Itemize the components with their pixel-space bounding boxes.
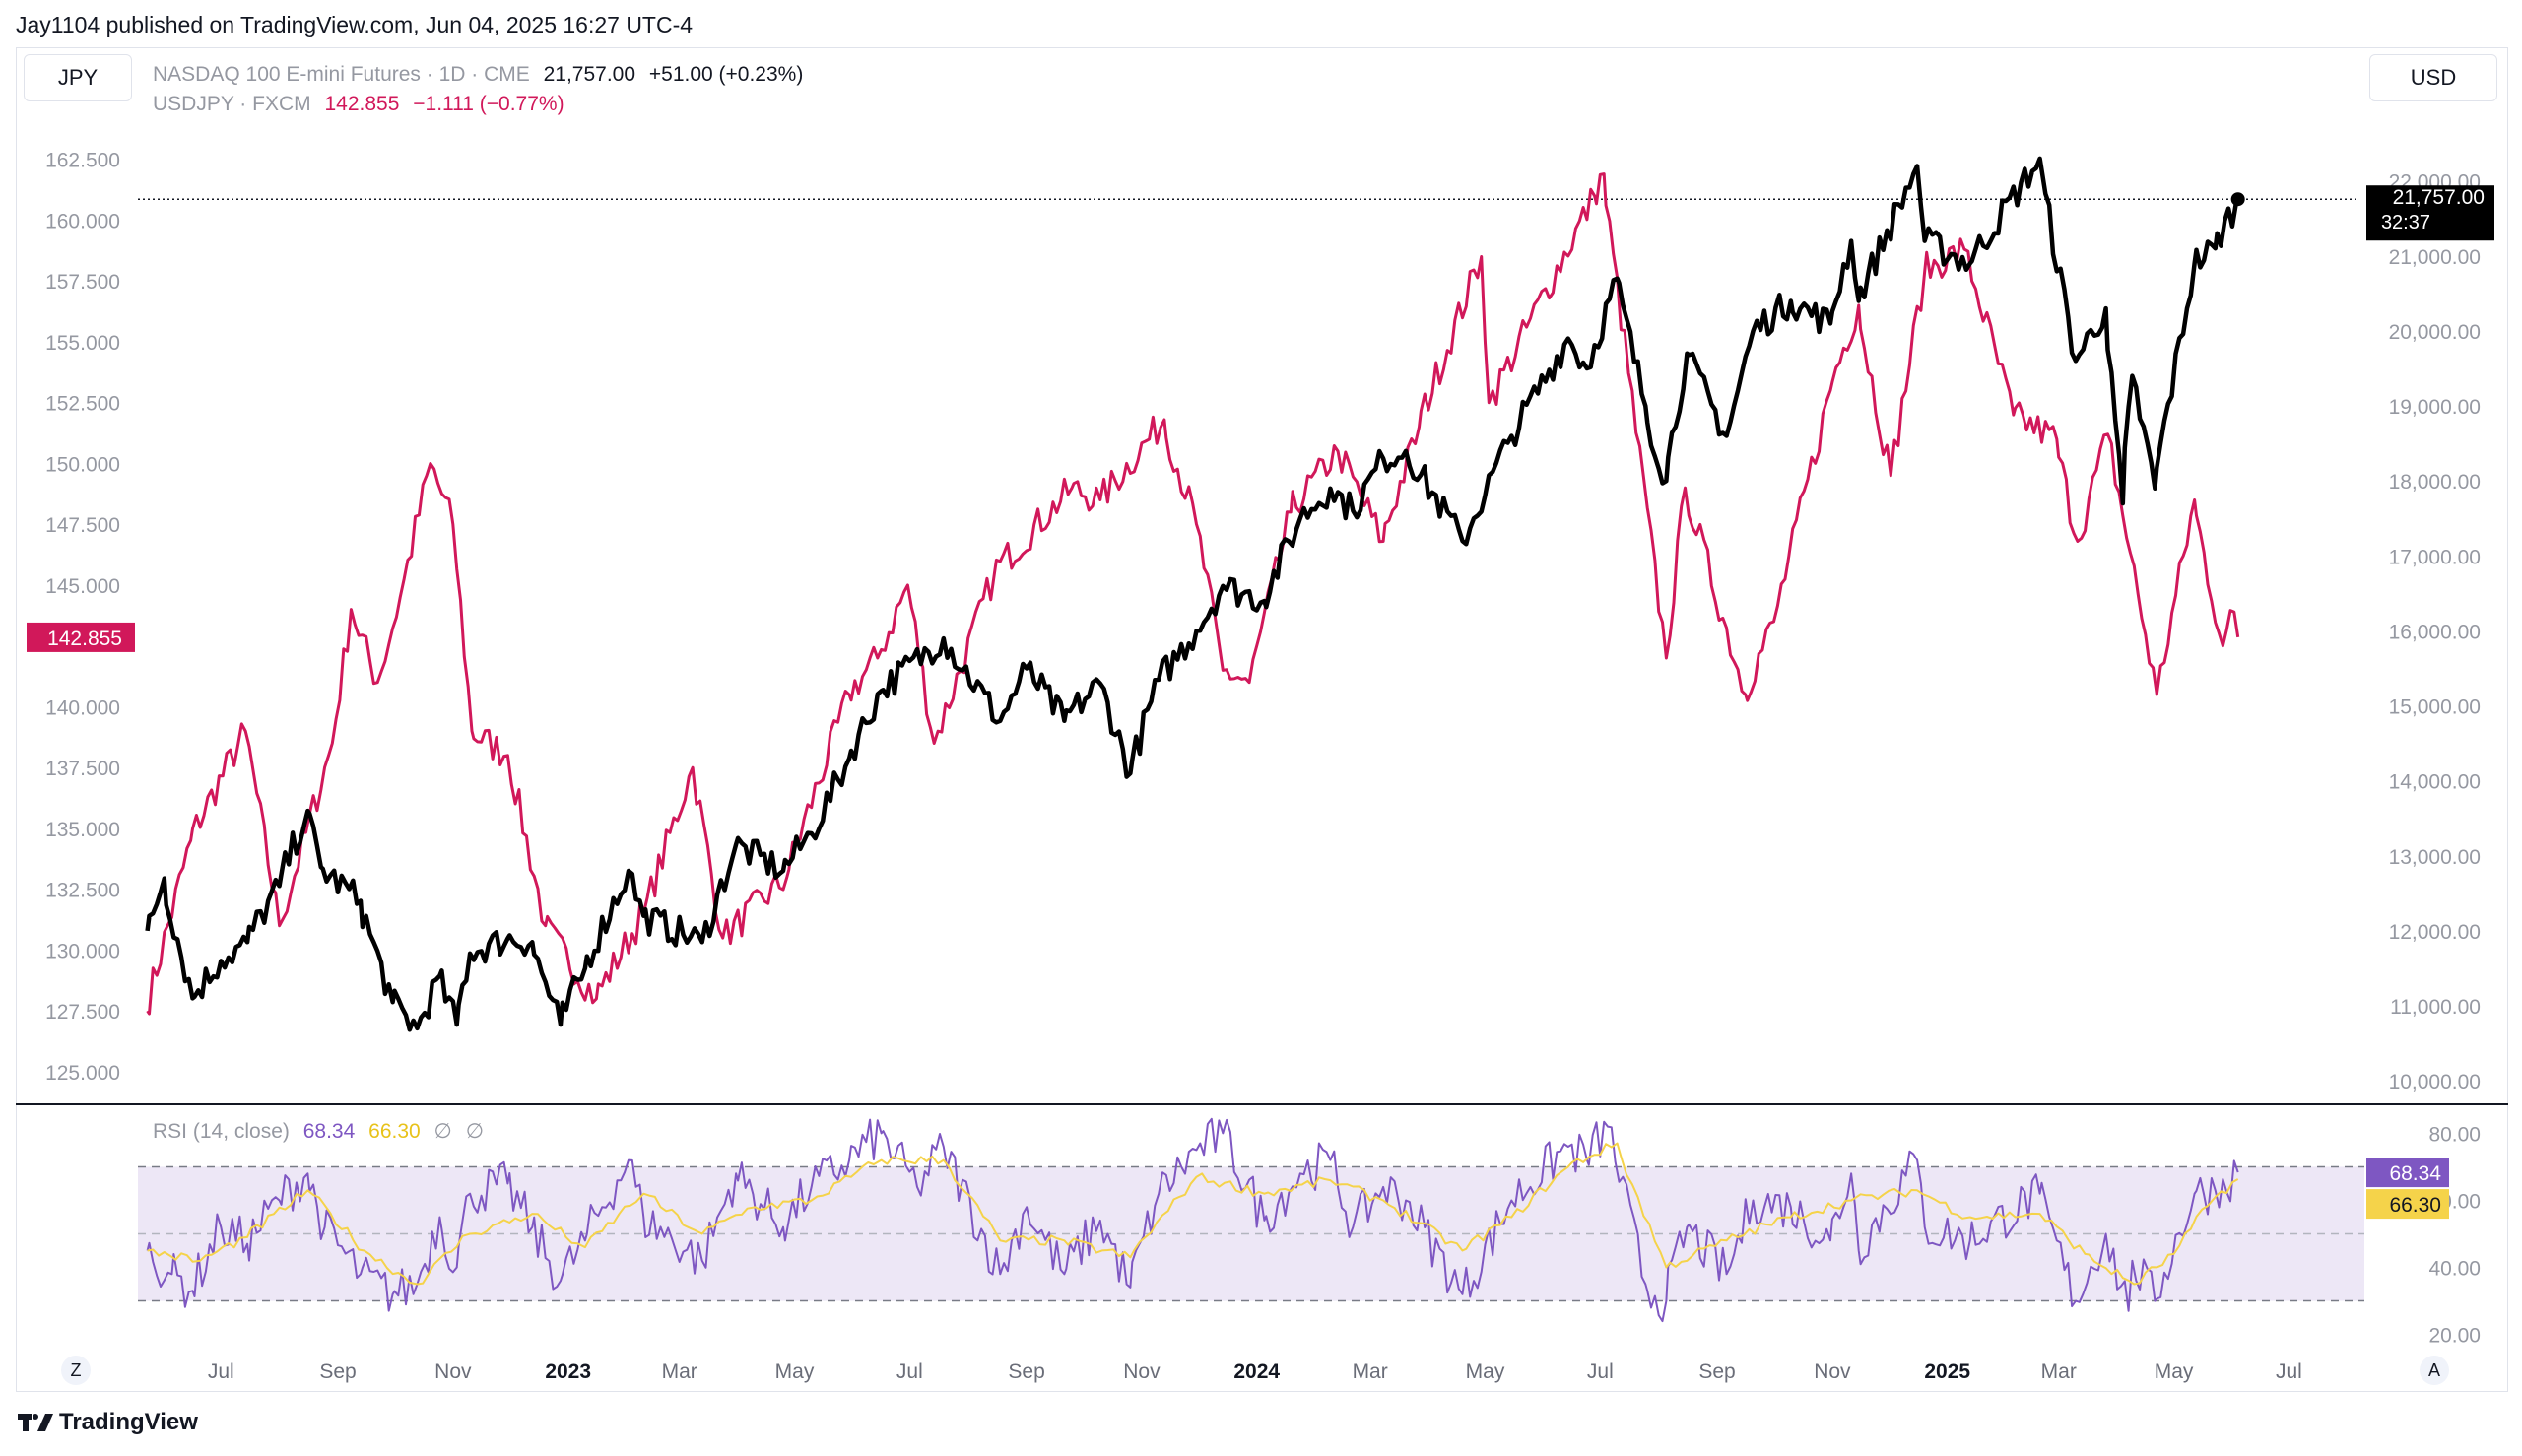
time-axis-tick-label: 2024 [1233,1360,1280,1383]
left-axis-tick-label: 132.500 [45,880,120,902]
right-axis-tick-label: 14,000.00 [2389,771,2481,794]
main-series-change: +51.00 (+0.23%) [648,63,804,86]
left-scale-currency-button[interactable]: JPY [24,54,132,101]
rsi-ma-value: 66.30 [368,1120,421,1143]
right-axis-tick-label: 15,000.00 [2389,696,2481,719]
time-axis-tick-label: Mar [1353,1360,1388,1383]
tradingview-mark-icon [18,1414,53,1431]
left-axis-tick-label: 140.000 [45,696,120,719]
tradingview-logo[interactable]: TradingView [18,1409,198,1436]
tradingview-wordmark: TradingView [59,1409,198,1435]
compare-series-legend: USDJPY · FXCM 142.855 −1.111 (−0.77%) [153,93,564,116]
left-axis-tick-label: 150.000 [45,453,120,476]
time-axis-tick-label: May [775,1360,815,1383]
usdjpy-price-badge [27,622,135,652]
left-axis-tick-label: 145.000 [45,575,120,598]
nasdaq-futures-line[interactable] [145,156,2240,1032]
rsi-axis-tick-label: 40.00 [2428,1258,2481,1281]
rsi-value: 68.34 [302,1120,356,1143]
time-axis-tick-label: May [1466,1360,1505,1383]
left-axis-tick-label: 162.500 [45,150,120,172]
left-axis-tick-label: 157.500 [45,271,120,294]
main-series-price: 21,757.00 [543,63,636,86]
nq-price-badge-text: 21,757.00 [2393,186,2485,209]
rsi-axis-tick-label: 80.00 [2428,1123,2481,1146]
rsi-line[interactable] [146,1117,2239,1323]
rsi-value-badge-text: 68.34 [2389,1162,2441,1185]
compare-series-name[interactable]: USDJPY · FXCM [153,93,311,115]
time-axis-tick-label: Jul [2276,1360,2302,1383]
time-axis-tick-label: Jul [208,1360,234,1383]
auto-zoom-button[interactable]: Z [61,1356,91,1385]
time-axis-tick-label: May [2155,1360,2194,1383]
rsi-ma-line[interactable] [147,1142,2239,1286]
right-axis-tick-label: 17,000.00 [2389,546,2481,568]
time-axis-tick-label: Nov [1814,1360,1851,1383]
time-axis-tick-label: Sep [319,1360,356,1383]
time-axis-tick-label: Nov [1123,1360,1161,1383]
time-axis-tick-label: 2025 [1924,1360,1970,1383]
auto-scale-button[interactable]: A [2420,1356,2449,1385]
time-axis-tick-label: Sep [1008,1360,1044,1383]
rsi-name[interactable]: RSI (14, close) [153,1120,290,1143]
time-axis-tick-label: Sep [1698,1360,1735,1383]
left-axis-tick-label: 147.500 [45,514,120,537]
right-axis-tick-label: 18,000.00 [2389,471,2481,494]
rsi-value-badge [2366,1158,2449,1188]
right-axis-tick-label: 16,000.00 [2389,621,2481,643]
right-scale-currency-button[interactable]: USD [2369,54,2497,101]
left-axis-tick-label: 152.500 [45,393,120,416]
right-axis-tick-label: 11,000.00 [2390,996,2481,1019]
left-axis-tick-label: 125.000 [45,1062,120,1085]
main-series-legend: NASDAQ 100 E-mini Futures · 1D · CME 21,… [153,63,803,87]
time-axis-tick-label: Mar [2041,1360,2077,1383]
right-axis-tick-label: 19,000.00 [2389,396,2481,419]
rsi-na-icon-2: ∅ [465,1120,484,1143]
time-axis-tick-label: 2023 [545,1360,591,1383]
nq-countdown-text: 32:37 [2381,212,2430,233]
rsi-ma-badge-text: 66.30 [2389,1194,2441,1217]
right-axis-tick-label: 10,000.00 [2389,1071,2481,1093]
time-axis-tick-label: Jul [896,1360,923,1383]
nasdaq-last-point-marker [2230,192,2245,207]
rsi-na-icon-1: ∅ [433,1120,452,1143]
left-axis-tick-label: 135.000 [45,819,120,841]
right-axis-tick-label: 13,000.00 [2389,846,2481,869]
right-axis-tick-label: 20,000.00 [2389,321,2481,344]
compare-series-change: −1.111 (−0.77%) [413,93,564,115]
time-axis-tick-label: Nov [434,1360,472,1383]
usdjpy-line[interactable] [146,172,2240,1016]
time-axis-tick-label: Jul [1587,1360,1614,1383]
published-by-line: Jay1104 published on TradingView.com, Ju… [16,12,694,37]
left-axis-tick-label: 155.000 [45,332,120,355]
right-axis-tick-label: 21,000.00 [2389,246,2481,269]
chart-frame [16,47,2508,1392]
nq-price-badge [2366,185,2494,241]
rsi-ma-badge [2366,1189,2449,1220]
rsi-legend: RSI (14, close) 68.34 66.30 ∅ ∅ [153,1119,484,1144]
compare-series-price: 142.855 [324,93,400,115]
left-axis-tick-label: 127.500 [45,1001,120,1024]
usdjpy-price-badge-text: 142.855 [47,628,122,650]
right-axis-tick-label: 12,000.00 [2389,921,2481,944]
rsi-axis-tick-label: 20.00 [2428,1325,2481,1348]
main-series-name[interactable]: NASDAQ 100 E-mini Futures · 1D · CME [153,63,530,86]
left-axis-tick-label: 160.000 [45,210,120,232]
left-axis-tick-label: 137.500 [45,758,120,780]
left-axis-tick-label: 130.000 [45,940,120,962]
time-axis-tick-label: Mar [662,1360,697,1383]
